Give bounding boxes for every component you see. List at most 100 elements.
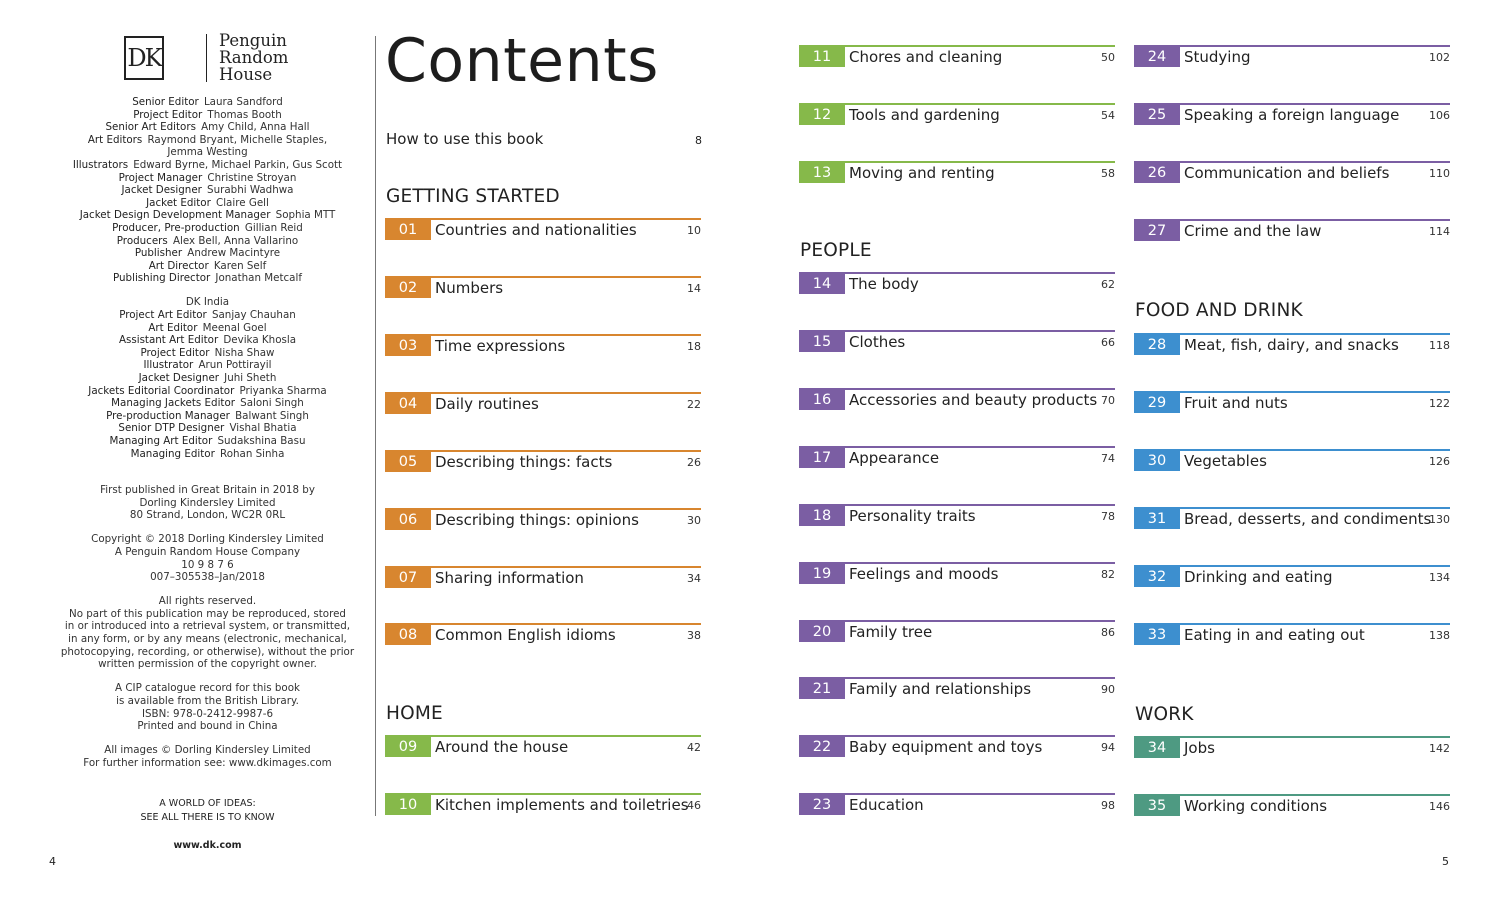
credit-line: Printed and bound in China <box>137 720 278 733</box>
toc-entry[interactable]: 09 Around the house 42 <box>385 735 701 759</box>
toc-entry[interactable]: 26 Communication and beliefs 110 <box>1134 161 1450 185</box>
toc-entry[interactable]: 06 Describing things: opinions 30 <box>385 508 701 532</box>
credit-role: Managing Editor <box>130 447 215 460</box>
toc-entry[interactable]: 22 Baby equipment and toys 94 <box>799 735 1115 759</box>
credit-line: Senior Editor Laura Sandford <box>60 96 355 109</box>
toc-entry[interactable]: 08 Common English idioms 38 <box>385 623 701 647</box>
toc-entry[interactable]: 07 Sharing information 34 <box>385 566 701 590</box>
toc-entry[interactable]: 27 Crime and the law 114 <box>1134 219 1450 243</box>
toc-entry-page: 102 <box>1429 51 1450 64</box>
toc-entry[interactable]: 15 Clothes 66 <box>799 330 1115 354</box>
credit-name: Sanjay Chauhan <box>211 309 296 321</box>
toc-entry[interactable]: 30 Vegetables 126 <box>1134 449 1450 473</box>
credit-role: Project Art Editor <box>119 309 207 321</box>
toc-entry[interactable]: 05 Describing things: facts 26 <box>385 450 701 474</box>
credit-role: Publisher <box>134 247 183 260</box>
entry-rule <box>385 334 701 336</box>
toc-entry[interactable]: 03 Time expressions 18 <box>385 334 701 358</box>
credit-line: For further information see: www.dkimage… <box>83 756 332 769</box>
entry-rule <box>385 793 701 795</box>
toc-entry[interactable]: 34 Jobs 142 <box>1134 736 1450 760</box>
credit-role: Producer, Pre-production <box>112 221 240 234</box>
credit-name: Meenal Goel <box>202 321 267 334</box>
credit-role: Illustrator <box>143 359 194 372</box>
toc-entry-page: 90 <box>1101 683 1115 696</box>
credit-line: Jacket Design Development Manager Sophia… <box>60 209 355 222</box>
entry-rule <box>799 620 1115 622</box>
toc-entry-label: Personality traits <box>849 507 976 525</box>
toc-entry[interactable]: 20 Family tree 86 <box>799 620 1115 644</box>
credit-line: Project Editor Thomas Booth <box>60 109 355 122</box>
chapter-number-badge: 32 <box>1134 567 1180 587</box>
credit-name: Jonathan Metcalf <box>215 272 302 285</box>
toc-entry-label: Around the house <box>435 738 569 756</box>
chapter-number-badge: 35 <box>1134 796 1180 816</box>
spacer <box>60 460 355 484</box>
entry-rule <box>799 388 1115 390</box>
credit-role: Illustrators <box>72 158 129 171</box>
toc-entry[interactable]: 10 Kitchen implements and toiletries 46 <box>385 793 701 817</box>
toc-entry[interactable]: 35 Working conditions 146 <box>1134 794 1450 818</box>
toc-entry-page: 70 <box>1101 394 1115 407</box>
dk-logo-mark: DK <box>124 36 164 80</box>
toc-entry[interactable]: 24 Studying 102 <box>1134 45 1450 69</box>
toc-entry[interactable]: 28 Meat, fish, dairy, and snacks 118 <box>1134 333 1450 357</box>
toc-entry-page: 118 <box>1429 339 1450 352</box>
toc-entry[interactable]: 29 Fruit and nuts 122 <box>1134 391 1450 415</box>
toc-entry[interactable]: 32 Drinking and eating 134 <box>1134 565 1450 589</box>
toc-entry[interactable]: 23 Education 98 <box>799 793 1115 817</box>
toc-entry-label: Moving and renting <box>849 164 995 182</box>
chapter-number-badge: 08 <box>385 625 431 645</box>
chapter-number-badge: 18 <box>799 506 845 526</box>
toc-entry-label: Family and relationships <box>849 680 1032 698</box>
toc-entry-label: Feelings and moods <box>849 565 999 583</box>
credit-line: Copyright © 2018 Dorling Kindersley Limi… <box>91 533 324 546</box>
toc-entry[interactable]: 01 Countries and nationalities 10 <box>385 218 701 242</box>
toc-entry[interactable]: 11 Chores and cleaning 50 <box>799 45 1115 69</box>
toc-entry-page: 58 <box>1101 167 1115 180</box>
toc-entry-how-to[interactable]: How to use this book 8 <box>386 130 702 148</box>
toc-entry[interactable]: 13 Moving and renting 58 <box>799 161 1115 185</box>
toc-entry-label: How to use this book <box>386 130 544 148</box>
toc-entry[interactable]: 21 Family and relationships 90 <box>799 677 1115 701</box>
toc-entry-page: 42 <box>687 741 701 754</box>
toc-entry[interactable]: 12 Tools and gardening 54 <box>799 103 1115 127</box>
chapter-number-badge: 24 <box>1134 47 1180 67</box>
toc-entry[interactable]: 31 Bread, desserts, and condiments 130 <box>1134 507 1450 531</box>
toc-entry-page: 130 <box>1429 513 1450 526</box>
toc-entry[interactable]: 02 Numbers 14 <box>385 276 701 300</box>
toc-entry-page: 142 <box>1429 742 1450 755</box>
logo-line: House <box>219 65 273 84</box>
toc-entry[interactable]: 16 Accessories and beauty products 70 <box>799 388 1115 412</box>
toc-entry-label: Drinking and eating <box>1184 568 1333 586</box>
toc-entry[interactable]: 25 Speaking a foreign language 106 <box>1134 103 1450 127</box>
toc-entry[interactable]: 19 Feelings and moods 82 <box>799 562 1115 586</box>
credit-name: Claire Gell <box>216 196 269 209</box>
toc-entry[interactable]: 14 The body 62 <box>799 272 1115 296</box>
section-heading: HOME <box>386 703 443 724</box>
credit-role: Art Editors <box>87 133 143 146</box>
entry-rule <box>1134 161 1450 163</box>
toc-entry-page: 126 <box>1429 455 1450 468</box>
chapter-number-badge: 16 <box>799 390 845 410</box>
logo-line: Penguin <box>219 31 287 50</box>
credit-line: A Penguin Random House Company <box>114 546 301 558</box>
toc-entry[interactable]: 18 Personality traits 78 <box>799 504 1115 528</box>
toc-entry[interactable]: 33 Eating in and eating out 138 <box>1134 623 1450 647</box>
credit-name: Juhi Sheth <box>224 371 277 384</box>
toc-entry[interactable]: 17 Appearance 74 <box>799 446 1115 470</box>
toc-entry[interactable]: 04 Daily routines 22 <box>385 392 701 416</box>
toc-entry-page: 114 <box>1429 225 1450 238</box>
toc-entry-page: 138 <box>1429 629 1450 642</box>
credit-line: in or introduced into a retrieval system… <box>64 620 351 633</box>
credit-line: Producer, Pre-production Gillian Reid <box>60 222 355 235</box>
page-title: Contents <box>385 26 659 96</box>
chapter-number-badge: 25 <box>1134 105 1180 125</box>
credit-line: First published in Great Britain in 2018… <box>100 484 315 497</box>
toc-entry-page: 122 <box>1429 397 1450 410</box>
toc-entry-page: 134 <box>1429 571 1450 584</box>
entry-rule <box>799 504 1115 506</box>
toc-entry-page: 50 <box>1101 51 1115 64</box>
toc-entry-label: Vegetables <box>1184 452 1267 470</box>
tagline-line: A WORLD OF IDEAS: <box>159 798 256 809</box>
